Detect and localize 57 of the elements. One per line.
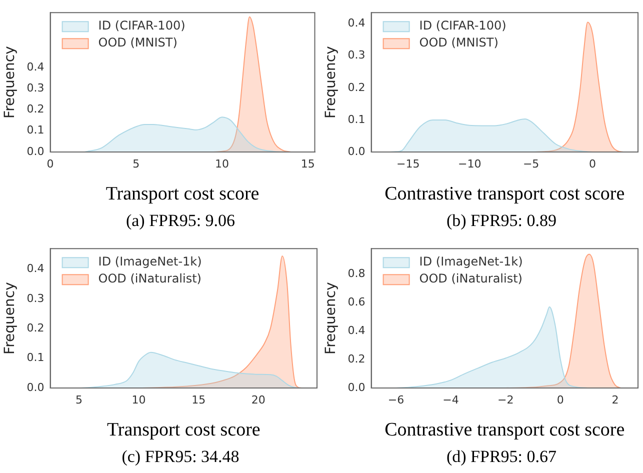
y-axis-title: Frequency xyxy=(323,282,340,354)
y-tick-label: 0.8 xyxy=(348,267,366,280)
x-tick-label: 0 xyxy=(46,157,54,170)
legend-label: ID (CIFAR-100) xyxy=(98,18,186,33)
y-tick-label: 0.3 xyxy=(348,48,366,62)
x-tick-label: 15 xyxy=(300,157,315,170)
x-axis-title: Transport cost score xyxy=(106,420,260,441)
text: (c) FPR95: 34.48 xyxy=(120,446,240,468)
y-tick-label: 0.4 xyxy=(348,16,366,30)
y-tick-label: 0.4 xyxy=(348,324,366,337)
x-tick-label: 0 xyxy=(556,393,564,406)
y-tick-label: 0.0 xyxy=(348,144,366,158)
y-tick-label: 0.0 xyxy=(26,380,44,394)
text: (a) FPR95: 9.06 xyxy=(124,210,236,232)
y-tick-label: 0.3 xyxy=(26,81,44,94)
text: (b) FPR95: 0.89 xyxy=(445,210,558,232)
x-tick-label: 15 xyxy=(192,393,206,406)
y-tick-label: 0.0 xyxy=(348,380,366,394)
y-tick-label: 0.6 xyxy=(348,296,366,309)
y-tick-label: 0.2 xyxy=(348,80,366,94)
text: (d) FPR95: 0.67 xyxy=(445,446,558,468)
y-tick-label: 0.2 xyxy=(348,352,366,366)
legend-label: OOD (MNIST) xyxy=(419,36,498,50)
x-tick-label: 5 xyxy=(75,393,82,406)
x-tick-label: 2 xyxy=(612,393,619,406)
y-tick-label: 0.4 xyxy=(26,60,44,74)
y-tick-label: 0.1 xyxy=(26,124,44,137)
y-tick-label: 0.1 xyxy=(26,351,44,364)
x-tick-label: −2 xyxy=(497,393,514,406)
legend-label: OOD (iNaturalist) xyxy=(419,272,522,286)
x-tick-label: −4 xyxy=(442,393,459,406)
y-tick-label: 0.2 xyxy=(26,322,44,335)
y-tick-label: 0.4 xyxy=(26,262,44,276)
x-tick-label: 20 xyxy=(251,393,266,406)
x-tick-label: 10 xyxy=(215,157,230,170)
x-axis-title: Transport cost score xyxy=(106,184,260,205)
x-axis-title: Contrastive transport cost score xyxy=(384,184,625,205)
x-tick-label: 0 xyxy=(589,157,596,170)
y-axis-title: Frequency xyxy=(323,46,340,118)
y-tick-label: 0.2 xyxy=(26,102,44,116)
y-tick-label: 0.0 xyxy=(26,144,44,158)
x-tick-label: −10 xyxy=(458,157,482,170)
legend-label: ID (ImageNet-1k) xyxy=(98,254,202,269)
x-tick-label: −5 xyxy=(522,157,540,170)
x-tick-label: −6 xyxy=(388,393,404,406)
y-axis-title: Frequency xyxy=(2,282,18,354)
legend-label: OOD (MNIST) xyxy=(98,36,178,50)
x-tick-label: 5 xyxy=(132,157,140,170)
legend-label: ID (ImageNet-1k) xyxy=(419,254,523,269)
x-tick-label: −15 xyxy=(396,157,420,170)
y-tick-label: 0.1 xyxy=(348,112,366,126)
y-axis-title: Frequency xyxy=(2,46,18,118)
legend-label: ID (CIFAR-100) xyxy=(419,18,506,33)
x-tick-label: 10 xyxy=(132,393,146,406)
legend-label: OOD (iNaturalist) xyxy=(98,272,202,286)
x-axis-title: Contrastive transport cost score xyxy=(384,420,625,441)
y-tick-label: 0.3 xyxy=(26,292,44,305)
